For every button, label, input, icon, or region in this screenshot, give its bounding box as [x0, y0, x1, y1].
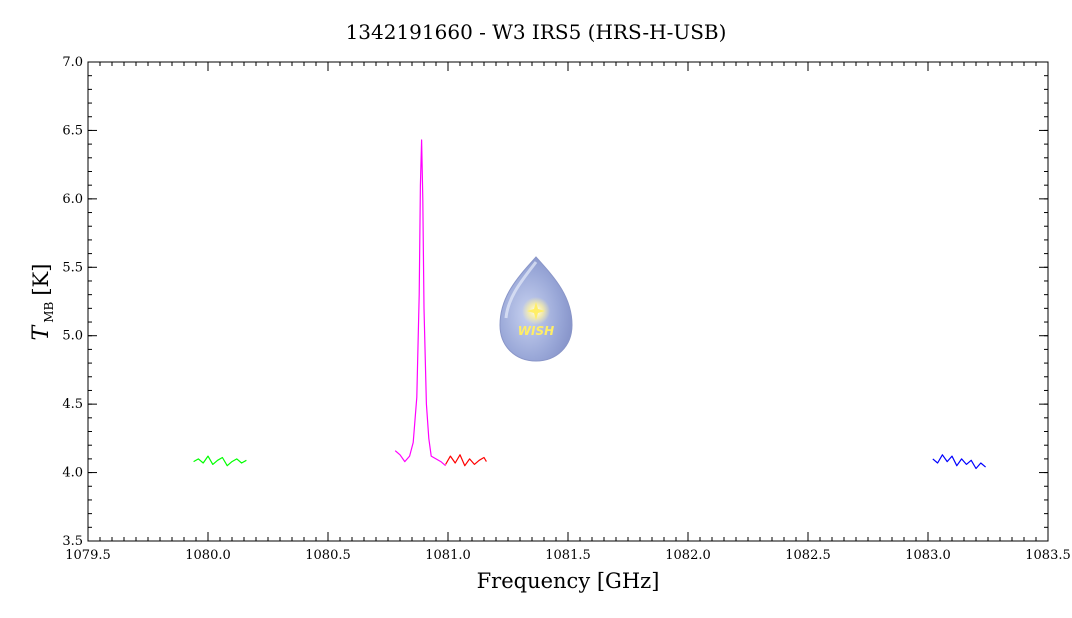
y-axis-label-sub: MB	[42, 301, 56, 322]
y-axis-label-main: T	[29, 323, 54, 340]
spectrum-series-2	[394, 139, 446, 467]
y-tick-label: 3.5	[62, 534, 83, 549]
x-axis: 1079.5 1080.0 1080.5 1081.0 1081.5 1082.0 1082…	[65, 62, 1071, 563]
y-tick-label: 5.5	[62, 260, 83, 275]
spectrum-series-1	[193, 455, 247, 467]
y-tick-label: 4.0	[62, 466, 83, 481]
wish-logo-text: WISH	[518, 324, 554, 338]
y-axis-label-unit: [K]	[29, 264, 53, 296]
x-tick-label: 1082.5	[785, 548, 831, 563]
y-axis-label: TMB [K]	[29, 264, 56, 341]
spectrum-series-4	[932, 454, 986, 470]
wish-logo: WISH	[499, 256, 573, 362]
svg-text:TMB[K]: TMB [K]	[29, 264, 56, 341]
x-tick-label: 1081.5	[545, 548, 591, 563]
y-tick-label: 4.5	[62, 397, 83, 412]
spectrum-series-3	[445, 454, 487, 467]
y-tick-label: 6.0	[62, 192, 83, 207]
chart-title: 1342191660 - W3 IRS5 (HRS-H-USB)	[346, 20, 727, 44]
y-tick-label: 7.0	[62, 55, 83, 70]
y-tick-label: 6.5	[62, 123, 83, 138]
series-layer	[193, 139, 986, 470]
x-tick-label: 1080.0	[185, 548, 231, 563]
x-tick-label: 1083.5	[1025, 548, 1071, 563]
x-tick-label: 1079.5	[65, 548, 111, 563]
x-tick-label: 1080.5	[305, 548, 351, 563]
x-tick-label: 1083.0	[905, 548, 951, 563]
y-axis: 3.5 4.0 4.5 5.0 5.5 6.0 6.5 7.0	[62, 55, 1048, 549]
x-axis-label: Frequency [GHz]	[477, 569, 660, 593]
x-tick-label: 1082.0	[665, 548, 711, 563]
x-tick-label: 1081.0	[425, 548, 471, 563]
y-tick-label: 5.0	[62, 329, 83, 344]
